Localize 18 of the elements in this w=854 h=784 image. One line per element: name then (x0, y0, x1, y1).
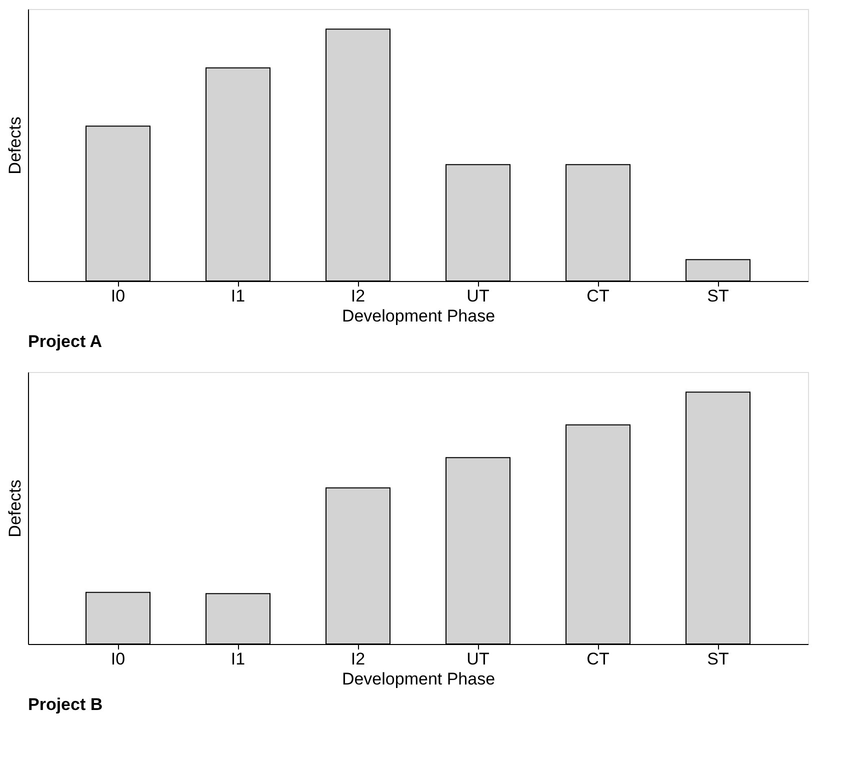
x-tick-label: UT (466, 650, 490, 668)
x-tick-label: I1 (230, 650, 246, 668)
x-tick-label: ST (707, 286, 729, 306)
x-tick-label: UT (466, 286, 490, 306)
x-tick-label: I2 (350, 286, 366, 306)
x-axis-title: Development Phase (342, 306, 496, 326)
x-tick-label: CT (586, 650, 610, 668)
y-axis-title: Defects (6, 116, 24, 174)
text: Project B (28, 695, 103, 714)
x-tick-label: I0 (110, 286, 126, 306)
x-tick-label: CT (586, 286, 610, 306)
text: Project A (28, 332, 102, 351)
x-axis-title: Development Phase (342, 670, 496, 688)
x-tick-label: ST (707, 650, 729, 668)
y-axis-title: Defects (6, 480, 24, 538)
x-tick-label: I2 (350, 650, 366, 668)
x-tick-label: I1 (230, 286, 246, 306)
x-tick-label: I0 (110, 650, 126, 668)
